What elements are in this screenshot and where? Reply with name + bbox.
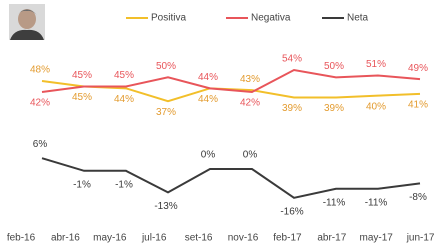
x-tick-label: jul-16 [141,233,167,244]
data-label: 6% [33,139,48,150]
data-label: 40% [366,101,386,112]
x-tick-label: may-16 [93,233,127,244]
data-label: 42% [240,98,260,109]
data-label: -11% [365,197,388,208]
data-label: -1% [115,179,133,190]
data-label: 42% [30,98,50,109]
data-label: 54% [282,54,302,65]
data-label: -11% [323,197,346,208]
data-label: 43% [240,74,260,85]
data-label: -8% [409,192,427,203]
data-label: -1% [73,179,91,190]
data-label: 45% [72,92,92,103]
x-tick-label: jun-17 [406,233,435,244]
data-label: 45% [72,70,92,81]
data-label: 44% [198,94,218,105]
data-label: 49% [408,63,428,74]
legend-label: Positiva [151,13,186,24]
data-label: 44% [114,94,134,105]
data-label: 50% [324,61,344,72]
data-label: 51% [366,59,386,70]
data-label: 48% [30,65,50,76]
x-tick-label: feb-16 [7,233,36,244]
data-label: 50% [156,61,176,72]
x-tick-label: nov-16 [228,233,259,244]
chart: Positiva Negativa Neta feb-16 abr-16 may-16 ju… [0,0,441,246]
data-label: 0% [243,150,258,161]
data-label: -13% [154,201,177,212]
data-label: 37% [156,107,176,118]
data-label: 45% [114,70,134,81]
avatar [9,4,45,40]
data-label: 39% [282,103,302,114]
data-label: 0% [201,150,216,161]
data-label: 39% [324,103,344,114]
data-label: 44% [198,72,218,83]
x-tick-label: may-17 [360,233,394,244]
x-tick-label: abr-17 [317,233,346,244]
series-line [42,158,420,198]
data-label: 41% [408,99,428,110]
legend-label: Negativa [251,13,291,24]
x-tick-label: abr-16 [51,233,80,244]
x-tick-label: feb-17 [273,233,302,244]
data-label: -16% [280,206,303,217]
x-tick-label: set-16 [185,233,213,244]
legend-label: Neta [347,13,369,24]
